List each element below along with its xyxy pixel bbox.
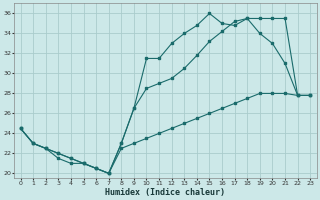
X-axis label: Humidex (Indice chaleur): Humidex (Indice chaleur): [105, 188, 225, 197]
